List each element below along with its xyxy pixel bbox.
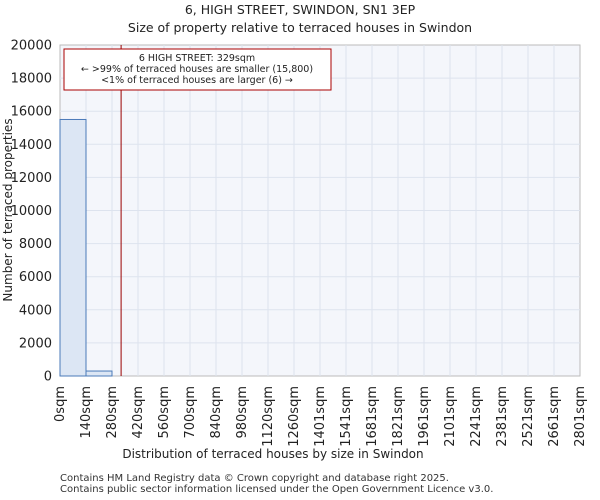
x-tick-label: 2381sqm bbox=[495, 386, 510, 447]
y-tick-label: 0 bbox=[44, 370, 52, 385]
x-tick-label: 1541sqm bbox=[339, 386, 354, 447]
x-tick-label: 560sqm bbox=[157, 386, 172, 439]
x-tick-label: 2801sqm bbox=[573, 386, 588, 447]
x-axis-label: Distribution of terraced houses by size … bbox=[122, 447, 423, 461]
y-tick-label: 8000 bbox=[19, 237, 52, 252]
x-tick-label: 140sqm bbox=[79, 386, 94, 439]
histogram-bar bbox=[59, 118, 87, 377]
x-tick-label: 2521sqm bbox=[521, 386, 536, 447]
x-tick-label: 1401sqm bbox=[313, 386, 328, 447]
chart-title: 6, HIGH STREET, SWINDON, SN1 3EP bbox=[185, 2, 416, 17]
footer-line-2: Contains public sector information licen… bbox=[60, 484, 494, 495]
y-tick-label: 14000 bbox=[11, 138, 52, 153]
x-tick-label: 420sqm bbox=[131, 386, 146, 439]
chart-subtitle: Size of property relative to terraced ho… bbox=[128, 20, 472, 35]
footer-line-1: Contains HM Land Registry data © Crown c… bbox=[60, 473, 449, 484]
annotation-box: 6 HIGH STREET: 329sqm ← >99% of terraced… bbox=[63, 48, 332, 91]
x-tick-label: 700sqm bbox=[183, 386, 198, 439]
x-tick-label: 1961sqm bbox=[417, 386, 432, 447]
x-tick-label: 2661sqm bbox=[547, 386, 562, 447]
x-tick-label: 980sqm bbox=[235, 386, 250, 439]
y-tick-label: 12000 bbox=[11, 171, 52, 186]
y-tick-label: 2000 bbox=[19, 336, 52, 351]
x-tick-label: 840sqm bbox=[209, 386, 224, 439]
x-tick-label: 1821sqm bbox=[391, 386, 406, 447]
y-tick-label: 6000 bbox=[19, 270, 52, 285]
x-tick-label: 2101sqm bbox=[443, 386, 458, 447]
x-tick-label: 0sqm bbox=[53, 386, 68, 422]
annotation-line-1: 6 HIGH STREET: 329sqm bbox=[139, 53, 255, 64]
y-tick-label: 16000 bbox=[11, 105, 52, 120]
y-tick-label: 10000 bbox=[11, 204, 52, 219]
x-tick-label: 1260sqm bbox=[287, 386, 302, 447]
y-tick-label: 20000 bbox=[11, 39, 52, 54]
y-tick-label: 18000 bbox=[11, 72, 52, 87]
x-tick-label: 1120sqm bbox=[261, 386, 276, 447]
x-tick-label: 280sqm bbox=[105, 386, 120, 439]
annotation-line-2: ← >99% of terraced houses are smaller (1… bbox=[81, 64, 313, 75]
x-tick-label: 1681sqm bbox=[365, 386, 380, 447]
y-tick-label: 4000 bbox=[19, 303, 52, 318]
y-axis-label: Number of terraced properties bbox=[1, 118, 15, 301]
annotation-line-3: <1% of terraced houses are larger (6) → bbox=[101, 75, 293, 86]
histogram-bar bbox=[85, 370, 113, 377]
x-tick-label: 2241sqm bbox=[469, 386, 484, 447]
